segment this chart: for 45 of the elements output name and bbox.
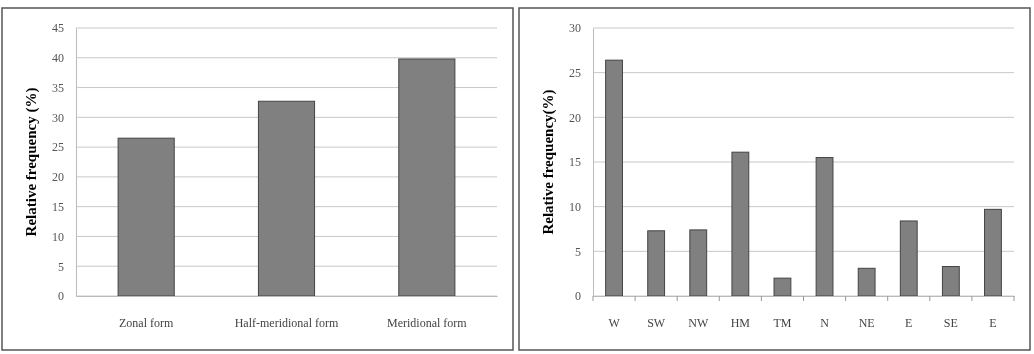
x-tick-label: NE	[858, 315, 875, 330]
y-axis-title: Relative frequency (%)	[23, 87, 40, 237]
x-tick-label: Half-meridional form	[234, 315, 339, 330]
y-tick-label: 35	[52, 80, 64, 95]
bar	[731, 151, 750, 297]
y-tick-label: 5	[58, 259, 64, 274]
y-tick-label: 10	[569, 200, 581, 215]
bar	[984, 208, 1002, 297]
bar	[647, 230, 666, 297]
y-tick-label: 20	[52, 170, 64, 185]
y-tick-label: 0	[575, 289, 581, 304]
x-tick-label: N	[820, 315, 830, 330]
y-tick-label: 10	[52, 229, 64, 244]
y-tick-label: 45	[52, 21, 64, 36]
x-tick-label: SE	[943, 315, 958, 330]
x-tick-label: Zonal form	[119, 315, 174, 330]
x-tick-label: TM	[773, 315, 792, 330]
x-tick-label: SW	[647, 315, 666, 330]
bar	[605, 59, 623, 297]
y-tick-label: 20	[569, 110, 581, 125]
y-tick-label: 30	[569, 21, 581, 36]
bar	[815, 157, 834, 297]
y-tick-label: 25	[569, 66, 581, 81]
bar	[773, 277, 792, 297]
x-tick-label: HM	[730, 315, 751, 330]
bar	[899, 220, 918, 297]
bar	[117, 137, 175, 297]
bar	[689, 229, 708, 297]
y-tick-label: 0	[58, 289, 64, 304]
y-tick-label: 15	[52, 200, 64, 215]
bar	[257, 100, 316, 297]
y-tick-label: 5	[575, 244, 581, 259]
y-axis-title: Relative frequency(%)	[540, 89, 557, 235]
x-tick-label: NW	[688, 315, 709, 330]
x-tick-label: W	[608, 315, 621, 330]
bar	[398, 58, 456, 297]
y-tick-label: 40	[52, 51, 64, 66]
bar	[941, 266, 960, 297]
bar	[857, 267, 876, 297]
y-tick-label: 30	[52, 110, 64, 125]
x-tick-label: Meridional form	[387, 315, 468, 330]
y-tick-label: 25	[52, 140, 64, 155]
y-tick-label: 15	[569, 155, 581, 170]
x-tick-label: E	[989, 315, 997, 330]
x-tick-label: E	[905, 315, 913, 330]
